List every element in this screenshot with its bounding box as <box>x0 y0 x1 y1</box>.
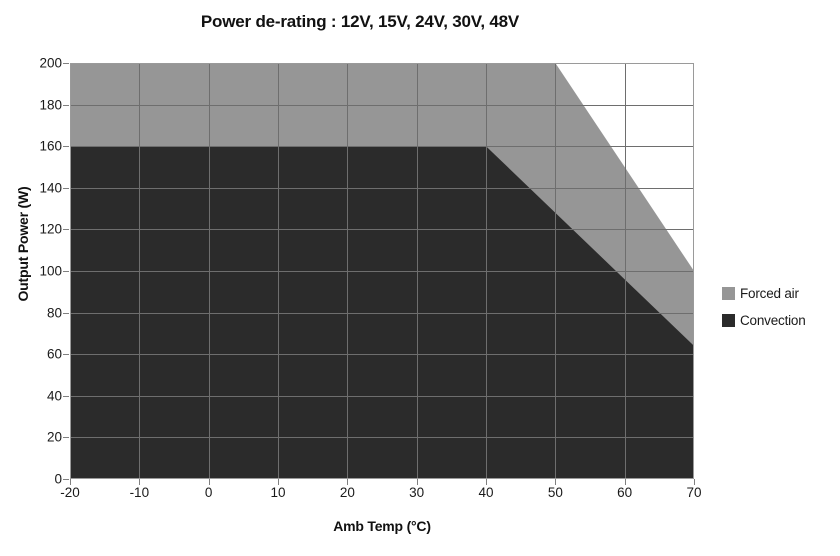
y-tick-mark <box>63 313 69 314</box>
x-tick-label: 30 <box>409 485 425 500</box>
y-tick-mark <box>63 229 69 230</box>
y-tick-label: 140 <box>39 180 62 196</box>
legend-swatch-icon <box>722 287 735 300</box>
x-tick-label: 70 <box>686 485 702 500</box>
x-tick-label: -20 <box>60 485 80 500</box>
x-tick-mark <box>209 479 210 485</box>
plot-border <box>70 63 694 479</box>
y-tick-mark <box>63 479 69 480</box>
chart-legend: Forced air Convection <box>722 280 840 334</box>
plot-svg <box>70 63 694 479</box>
y-axis-tick-marks <box>0 63 70 480</box>
y-tick-label: 200 <box>39 55 62 71</box>
y-tick-label: 120 <box>39 221 62 237</box>
legend-item-label: Forced air <box>740 286 799 301</box>
x-axis-tick-marks <box>70 479 695 486</box>
y-tick-mark <box>63 396 69 397</box>
x-tick-mark <box>555 479 556 485</box>
y-tick-label: 160 <box>39 138 62 154</box>
x-tick-mark <box>486 479 487 485</box>
x-tick-mark <box>625 479 626 485</box>
x-tick-label: -10 <box>129 485 150 500</box>
plot-area <box>70 63 694 479</box>
x-tick-mark <box>417 479 418 485</box>
legend-swatch-icon <box>722 314 735 327</box>
x-tick-mark <box>70 479 71 485</box>
x-tick-label: 10 <box>270 485 286 500</box>
y-tick-label: 0 <box>54 471 62 487</box>
y-tick-label: 100 <box>39 263 62 279</box>
x-tick-label: 40 <box>478 485 494 500</box>
chart-title: Power de-rating : 12V, 15V, 24V, 30V, 48… <box>200 12 520 31</box>
y-tick-mark <box>63 146 69 147</box>
y-tick-label: 60 <box>46 346 62 362</box>
legend-item-label: Convection <box>740 313 806 328</box>
x-axis-tick-labels: -20 -10 0 10 20 30 40 50 60 70 <box>60 485 701 508</box>
x-tick-mark <box>139 479 140 485</box>
legend-item: Convection <box>722 307 840 334</box>
y-tick-label: 80 <box>46 304 62 320</box>
y-tick-mark <box>63 63 69 64</box>
x-tick-mark <box>694 479 695 485</box>
x-tick-label: 20 <box>339 485 355 500</box>
legend-item: Forced air <box>722 280 840 307</box>
x-tick-label: 0 <box>204 485 213 500</box>
y-tick-label: 40 <box>46 388 62 404</box>
x-axis-title: Amb Temp (°C) <box>333 518 431 534</box>
x-tick-label: 50 <box>547 485 563 500</box>
y-tick-mark <box>63 188 69 189</box>
y-tick-label: 180 <box>39 96 62 112</box>
x-tick-mark <box>278 479 279 485</box>
y-tick-mark <box>63 105 69 106</box>
y-tick-mark <box>63 354 69 355</box>
y-tick-label: 20 <box>46 429 62 445</box>
y-tick-mark <box>63 271 69 272</box>
y-tick-mark <box>63 437 69 438</box>
x-tick-mark <box>347 479 348 485</box>
x-tick-label: 60 <box>617 485 633 500</box>
y-axis-tick-labels: 0 20 40 60 80 100 120 140 160 180 200 <box>0 56 62 485</box>
